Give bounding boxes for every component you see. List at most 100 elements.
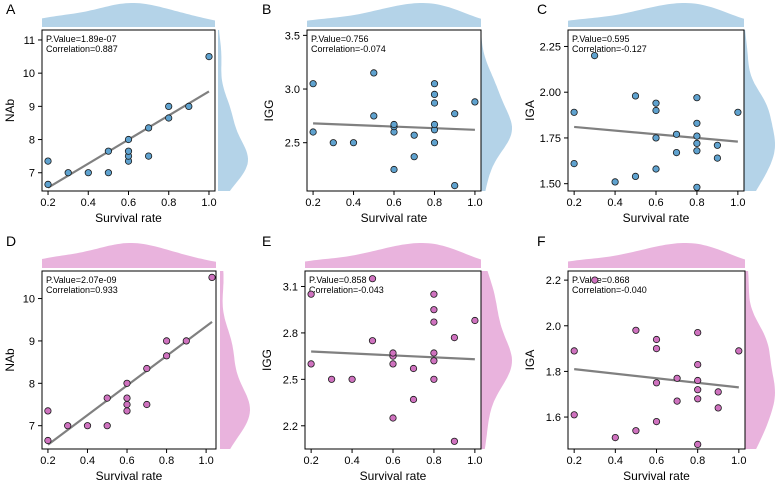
correlation-text: Correlation=-0.127 [572, 44, 647, 54]
data-point [693, 139, 701, 147]
data-point [652, 379, 661, 387]
y-density [220, 271, 250, 449]
data-point [673, 374, 681, 382]
data-point [143, 400, 151, 409]
data-point [590, 51, 599, 60]
plot-frame [304, 270, 482, 450]
data-point [652, 335, 661, 344]
y-tick-label: 9 [29, 101, 35, 113]
x-tick-label: 0.2 [40, 455, 55, 467]
data-point [652, 99, 660, 107]
data-point [410, 153, 418, 161]
data-point [124, 135, 133, 144]
data-point [694, 395, 702, 403]
p-value-text: P.Value=0.756 [311, 34, 368, 44]
data-point [430, 99, 439, 107]
x-axis-label: Survival rate [360, 469, 427, 481]
y-tick-label: 10 [23, 68, 35, 80]
correlation-text: Correlation=-0.040 [572, 285, 647, 295]
data-point [123, 400, 131, 409]
p-value-text: P.Value=0.595 [572, 34, 629, 44]
data-point [591, 276, 599, 284]
x-density [305, 243, 481, 268]
data-point [307, 360, 315, 368]
data-point [430, 306, 438, 314]
data-point [652, 165, 660, 173]
data-point [430, 318, 438, 326]
data-point [368, 275, 377, 283]
data-point [430, 349, 438, 357]
y-tick-label: 2.25 [540, 41, 561, 53]
plot-frame [41, 29, 216, 192]
x-tick-label: 0.8 [426, 455, 441, 467]
x-tick-label: 0.6 [121, 197, 136, 209]
data-point [44, 157, 52, 165]
fit-line [574, 368, 739, 389]
data-point [143, 364, 151, 373]
data-point [84, 169, 92, 177]
x-tick-label: 0.2 [303, 455, 318, 467]
data-point [104, 169, 113, 177]
panel-label: B [262, 1, 271, 17]
data-point [713, 141, 722, 149]
data-point [451, 110, 459, 118]
p-value-text: P.Value=0.868 [572, 275, 629, 285]
data-point [410, 131, 418, 139]
data-point [124, 147, 133, 155]
y-tick-label: 2.2 [546, 275, 561, 287]
x-tick-label: 0.2 [567, 455, 582, 467]
panel-label: C [537, 1, 547, 17]
data-point [103, 422, 111, 430]
x-tick-label: 0.6 [648, 197, 663, 209]
y-axis-label: NAb [3, 348, 17, 372]
x-tick-label: 0.4 [344, 455, 359, 467]
panel-d: D 0.2 0.4 0.6 0.8 1.0 7 8 9 10 Survival rate NAb P.V… [3, 233, 250, 481]
y-tick-label: 8 [29, 378, 35, 390]
data-point [450, 437, 458, 445]
y-tick-label: 1.6 [546, 412, 561, 424]
data-point [145, 124, 153, 132]
x-tick-label: 0.4 [608, 455, 623, 467]
panel-e: E 0.2 0.4 0.6 0.8 1.0 2.2 2.5 2.8 3.1 Survival rat… [260, 233, 512, 481]
data-point [652, 417, 661, 426]
data-point [611, 178, 619, 186]
p-value-text: P.Value=1.89e-07 [46, 34, 116, 44]
data-point [734, 108, 742, 116]
y-density [744, 30, 775, 191]
data-point [672, 149, 681, 157]
data-point [673, 397, 681, 405]
p-value-text: P.Value=2.07e-09 [46, 275, 116, 285]
data-point [694, 360, 702, 369]
y-tick-label: 1.8 [546, 366, 561, 378]
data-point [208, 273, 216, 281]
panel-label: F [537, 233, 546, 249]
data-point [430, 120, 439, 129]
y-axis-label: IGG [262, 99, 276, 121]
x-tick-label: 0.8 [690, 455, 705, 467]
data-point [611, 433, 619, 442]
y-tick-label: 7 [29, 168, 35, 180]
y-tick-label: 10 [23, 294, 35, 306]
y-axis-label: IGG [260, 349, 274, 371]
data-point [430, 90, 439, 99]
data-point [694, 328, 702, 337]
data-point [329, 139, 337, 147]
data-point [163, 337, 171, 345]
x-tick-label: 1.0 [201, 197, 216, 209]
data-point [735, 347, 743, 355]
data-point [430, 139, 439, 147]
data-point [123, 394, 131, 402]
y-tick-label: 3.0 [285, 84, 300, 96]
data-point [693, 183, 701, 191]
y-axis-label: NAb [3, 99, 17, 123]
x-tick-label: 0.6 [119, 455, 134, 467]
x-tick-label: 1.0 [467, 455, 482, 467]
data-point [714, 404, 722, 412]
data-point [64, 169, 72, 177]
data-point [205, 52, 213, 61]
x-axis-label: Survival rate [96, 469, 163, 481]
x-density [568, 243, 745, 268]
y-tick-label: 2.2 [283, 421, 298, 433]
data-point [104, 147, 113, 155]
data-point [632, 427, 640, 435]
